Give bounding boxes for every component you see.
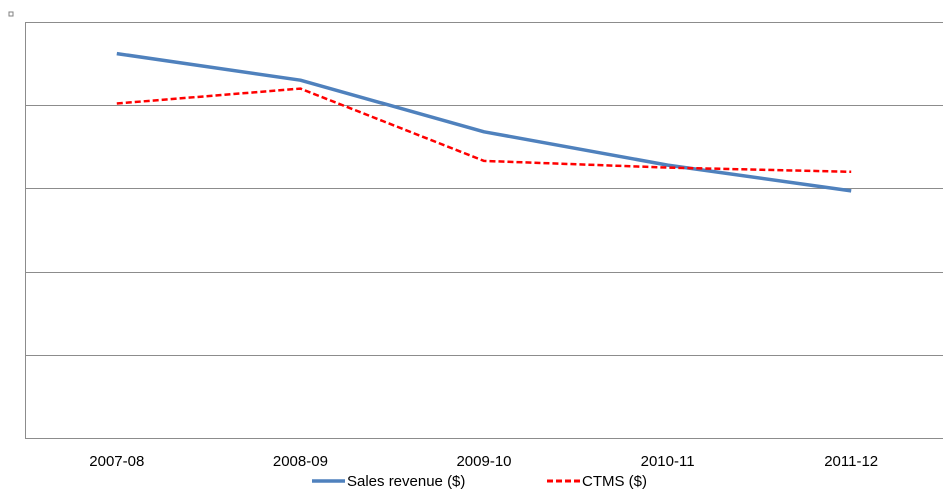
- x-tick-label: 2011-12: [824, 453, 878, 470]
- legend: Sales revenue ($) CTMS ($): [312, 473, 647, 490]
- corner-marker: [8, 11, 14, 17]
- x-tick-label: 2010-11: [641, 453, 695, 470]
- series-lines: [116, 51, 852, 193]
- x-tick-label: 2007-08: [89, 453, 144, 470]
- gridlines: [25, 105, 943, 356]
- legend-label-sales-revenue: Sales revenue ($): [347, 473, 465, 490]
- x-axis-tick-labels: 2007-08 2008-09 2009-10 2010-11 2011-12: [89, 453, 878, 470]
- x-tick-label: 2008-09: [273, 453, 328, 470]
- x-tick-label: 2009-10: [456, 453, 511, 470]
- legend-label-ctms: CTMS ($): [582, 473, 647, 490]
- plot-area-border: [25, 22, 943, 439]
